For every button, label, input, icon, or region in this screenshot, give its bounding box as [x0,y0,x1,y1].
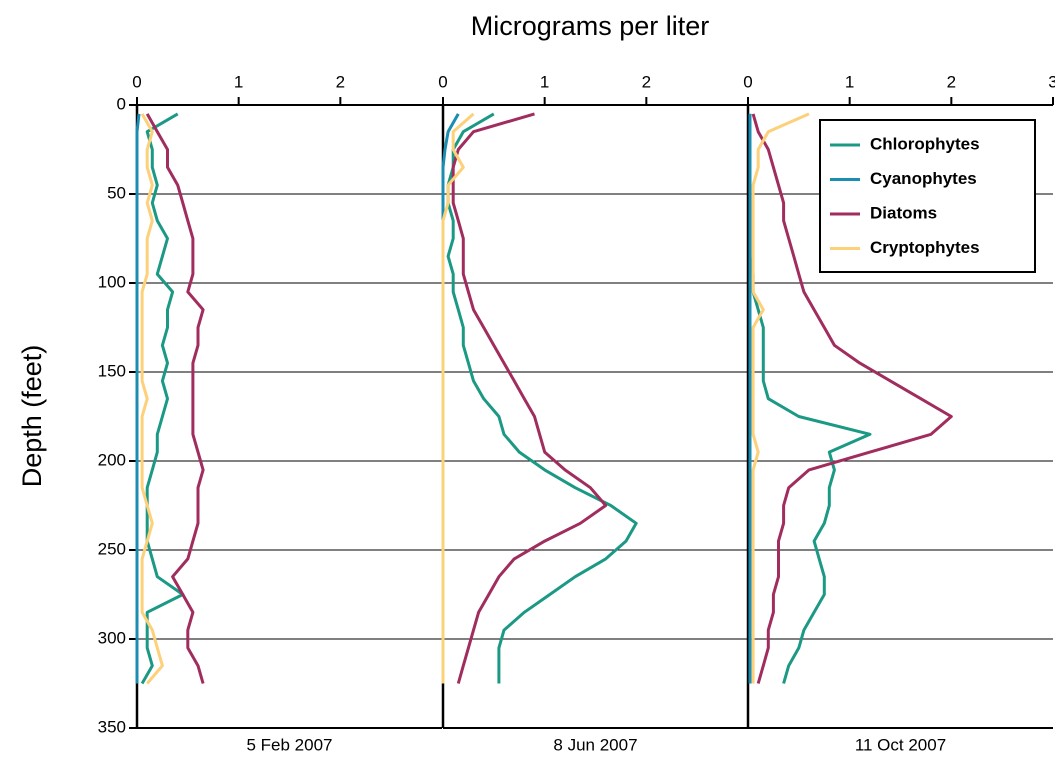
series-line [140,112,185,685]
x-tick-label: 0 [438,72,447,91]
x-tick-label: 1 [540,72,549,91]
y-tick-label: 100 [98,272,126,291]
x-tick-label: 2 [336,72,345,91]
x-tick-label: 2 [642,72,651,91]
series-line [441,112,475,684]
x-tick-label: 1 [845,72,854,91]
y-tick-label: 250 [98,539,126,558]
y-tick-label: 350 [98,717,126,736]
x-tick-label: 1 [234,72,243,91]
y-tick-label: 50 [107,183,126,202]
legend-label: Cryptophytes [870,238,980,257]
chart-title: Micrograms per liter [471,11,710,41]
series-line [446,112,638,684]
panel-label: 8 Jun 2007 [553,735,637,754]
x-tick-label: 3 [1048,72,1055,91]
x-tick-label: 0 [132,72,141,91]
series-line [751,113,953,684]
series-line [751,112,810,684]
y-tick-label: 200 [98,450,126,469]
panel-label: 5 Feb 2007 [246,735,332,754]
panel-label: 11 Oct 2007 [855,735,946,754]
series-line [451,112,608,684]
legend-label: Chlorophytes [870,134,980,153]
y-tick-label: 0 [117,94,126,113]
x-tick-label: 2 [947,72,956,91]
y-axis-label: Depth (feet) [17,345,47,488]
legend-label: Cyanophytes [870,169,977,188]
y-tick-label: 150 [98,361,126,380]
series-line [145,113,205,684]
series-line [441,113,460,684]
series-line [135,113,141,684]
legend-label: Diatoms [870,203,937,222]
y-tick-label: 300 [98,628,126,647]
x-tick-label: 0 [743,72,752,91]
series-line [140,113,164,685]
